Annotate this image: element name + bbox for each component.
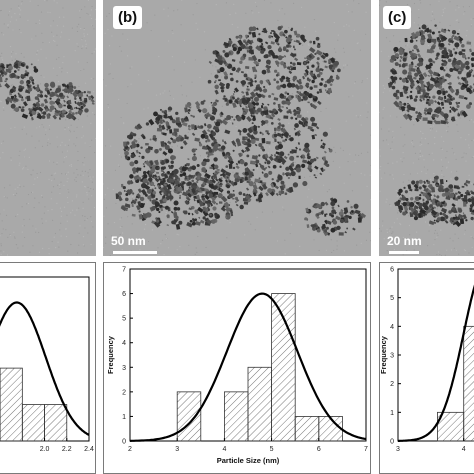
histogram-bar: [463, 325, 474, 442]
y-tick-label: 1: [122, 414, 126, 421]
x-tick-label: 3: [175, 446, 179, 453]
tem-c-texture: [379, 0, 474, 256]
scale-label-b: 50 nm: [111, 234, 146, 248]
histogram-a-svg: 2.02.22.4a): [0, 276, 94, 453]
panel-label-b: (b): [113, 6, 143, 29]
y-tick-label: 1: [390, 410, 394, 417]
panel-label-c: (c): [383, 6, 412, 29]
histogram-bar: [224, 391, 249, 442]
scale-bar-c: [389, 251, 419, 254]
tem-a-texture: [0, 0, 96, 256]
y-tick-label: 6: [390, 267, 394, 274]
x-tick-label: 3: [396, 446, 400, 453]
histogram-bar: [0, 367, 23, 442]
nanoparticle-cluster: [0, 60, 95, 121]
y-tick-label: 0: [390, 439, 394, 446]
tem-image-a: [0, 0, 96, 256]
gaussian-fit-curve: [129, 292, 367, 442]
x-tick-label: 4: [222, 446, 226, 453]
y-tick-label: 4: [390, 324, 394, 331]
y-tick-label: 5: [122, 316, 126, 323]
tem-image-b: (b) 50 nm: [103, 0, 371, 256]
nanoparticle-cluster: [387, 24, 474, 228]
histogram-bar: [294, 416, 320, 442]
scale-bar-b: [113, 251, 157, 254]
tem-image-c: (c) 20 nm: [379, 0, 474, 256]
x-tick-label: 5: [270, 446, 274, 453]
x-axis-label: Particle Size (nm): [217, 456, 280, 465]
y-tick-label: 3: [122, 365, 126, 372]
gaussian-fit-curve: [0, 301, 90, 436]
y-tick-label: 6: [122, 291, 126, 298]
histogram-b-svg: 2 3 4 5 6 7 0 1 2 3 4 5 6 7 Particle Size (nm) Frequenc…: [106, 267, 368, 466]
scale-label-c: 20 nm: [387, 234, 422, 248]
x-tick-label: 4: [462, 446, 466, 453]
x-tick-label: 2.0: [40, 446, 50, 453]
histogram-bar: [21, 404, 45, 442]
y-axis-label: Frequency: [106, 335, 115, 374]
y-tick-label: 2: [390, 381, 394, 388]
x-tick-label: 7: [364, 446, 368, 453]
y-tick-label: 2: [122, 389, 126, 396]
tem-b-texture: [103, 0, 371, 256]
histogram-a: 2.02.22.4a): [0, 262, 96, 474]
y-tick-label: 3: [390, 353, 394, 360]
x-tick-label: 2.2: [62, 446, 72, 453]
y-tick-label: 5: [390, 295, 394, 302]
histogram-c-svg: 3 4 0 1 2 3 4 5 6 Frequency: [380, 267, 474, 453]
nanoparticle-cluster: [115, 25, 367, 237]
y-axis-label: Frequency: [380, 335, 388, 374]
x-tick-label: 6: [317, 446, 321, 453]
y-tick-label: 7: [122, 267, 126, 274]
gaussian-fit-curve: [398, 284, 474, 442]
histogram-bar: [44, 404, 68, 442]
y-tick-label: 0: [122, 439, 126, 446]
histogram-bar: [318, 416, 343, 442]
histogram-b: 2 3 4 5 6 7 0 1 2 3 4 5 6 7 Particle Size (nm) Frequenc…: [103, 262, 371, 474]
histogram-bar: [176, 391, 202, 442]
histogram-bar: [247, 366, 273, 442]
y-tick-label: 4: [122, 340, 126, 347]
x-tick-label: 2: [128, 446, 132, 453]
x-tick-label: 2.4: [84, 446, 94, 453]
histogram-c: 3 4 0 1 2 3 4 5 6 Frequency: [379, 262, 474, 474]
